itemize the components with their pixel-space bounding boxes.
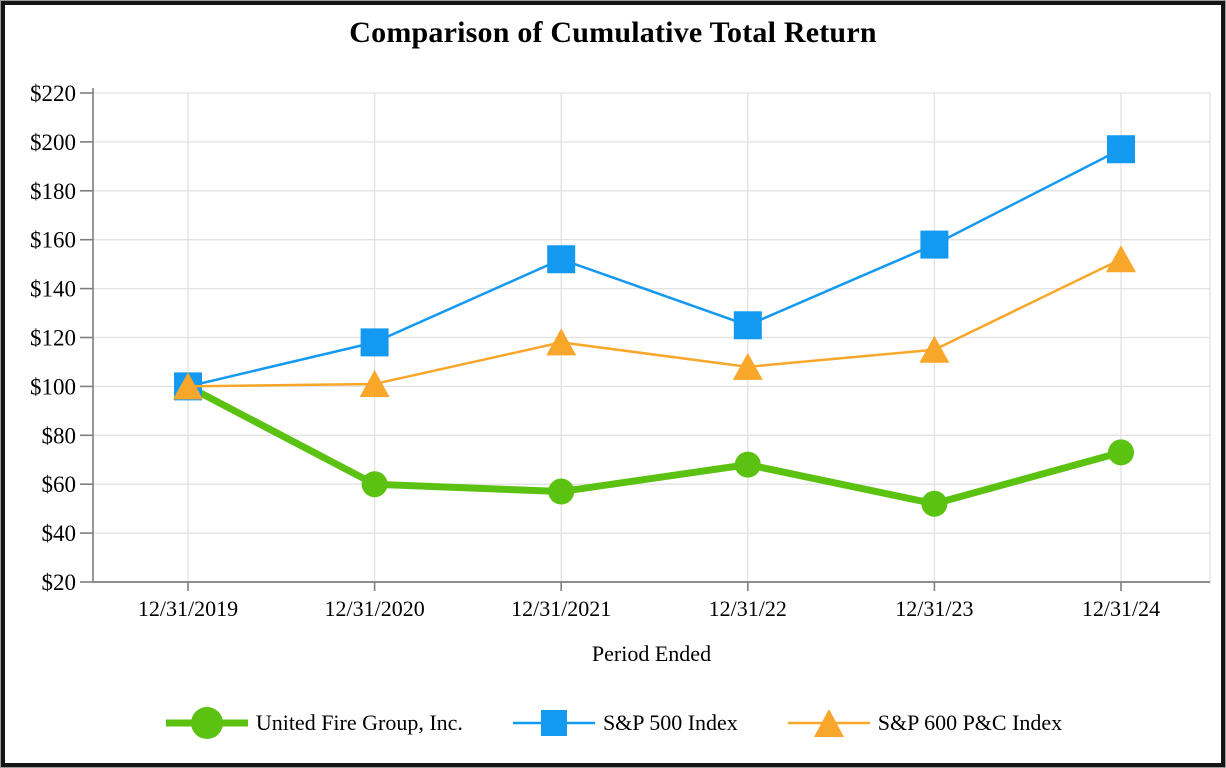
y-tick-label: $40 <box>42 521 77 546</box>
series-line-1 <box>186 147 1123 388</box>
y-tick-label: $20 <box>42 570 77 595</box>
x-tick-label: 12/31/24 <box>1082 596 1160 621</box>
data-point-circle <box>1108 439 1134 466</box>
data-point-square <box>360 328 389 357</box>
y-tick-label: $160 <box>30 228 76 253</box>
legend-label: S&P 500 Index <box>602 710 738 735</box>
x-tick-label: 12/31/2020 <box>324 596 424 621</box>
legend-item-1: S&P 500 Index <box>511 701 738 745</box>
data-point-square <box>1107 135 1135 164</box>
chart-title: Comparison of Cumulative Total Return <box>349 16 877 49</box>
y-tick-label: $120 <box>30 326 76 351</box>
legend-label: United Fire Group, Inc. <box>255 710 463 735</box>
x-tick-label: 12/31/2021 <box>511 596 611 621</box>
data-point-circle <box>548 478 575 505</box>
x-tick-label: 12/31/22 <box>709 596 787 621</box>
data-point-square <box>733 311 762 340</box>
data-point-circle <box>921 490 948 517</box>
y-tick-label: $220 <box>30 81 76 106</box>
y-tick-label: $140 <box>30 277 76 302</box>
y-tick-label: $200 <box>30 130 76 155</box>
data-point-triangle <box>1106 245 1136 273</box>
series-line-2 <box>186 258 1123 388</box>
data-point-square <box>920 230 949 259</box>
data-point-triangle <box>919 335 950 363</box>
data-point-circle <box>734 451 761 478</box>
y-tick-label: $100 <box>30 374 76 399</box>
data-point-triangle <box>546 328 577 356</box>
x-axis-label: Period Ended <box>591 641 712 666</box>
series-line-0 <box>184 382 1125 508</box>
y-tick-label: $180 <box>30 179 76 204</box>
data-point-triangle <box>173 372 203 400</box>
legend-marker-triangle-icon <box>787 709 870 737</box>
legend-item-0: United Fire Group, Inc. <box>164 701 463 745</box>
y-tick-label: $80 <box>42 423 77 448</box>
legend-item-2: S&P 600 P&C Index <box>786 701 1062 745</box>
y-tick-label: $60 <box>42 472 77 497</box>
data-point-triangle <box>732 352 763 380</box>
chart-legend: United Fire Group, Inc. S&P 500 Index S&P … <box>0 696 1226 750</box>
data-point-triangle <box>359 369 390 397</box>
x-tick-label: 12/31/2019 <box>138 596 238 621</box>
legend-marker-square-icon <box>512 710 595 736</box>
data-point-circle <box>361 471 388 498</box>
x-tick-label: 12/31/23 <box>895 596 973 621</box>
data-point-square <box>547 245 576 274</box>
legend-label: S&P 600 P&C Index <box>877 710 1063 735</box>
legend-marker-circle-icon <box>165 707 248 739</box>
